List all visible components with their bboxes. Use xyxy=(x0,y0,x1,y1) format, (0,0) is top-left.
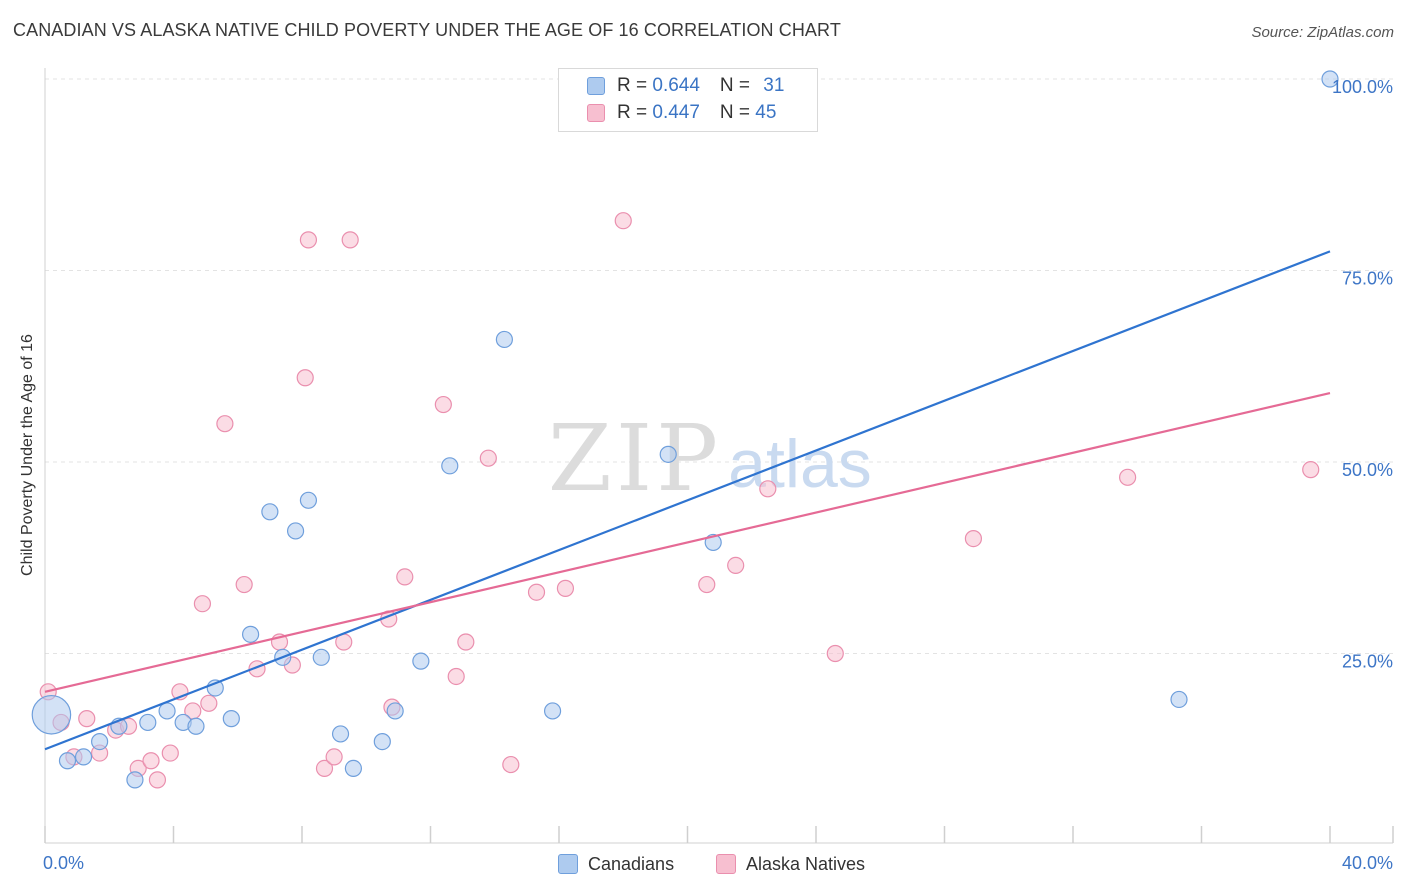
bottom-legend-label-alaska-natives: Alaska Natives xyxy=(746,853,866,874)
legend-n-label: N = xyxy=(719,102,756,123)
point-alaska-natives xyxy=(396,568,414,586)
point-alaska-natives xyxy=(341,231,359,249)
point-alaska-natives xyxy=(457,633,475,651)
series-canadians xyxy=(31,70,1339,789)
point-alaska-natives xyxy=(964,529,983,548)
legend-n-value: 45 xyxy=(755,102,777,123)
point-canadians xyxy=(74,748,93,766)
point-alaska-natives xyxy=(447,667,465,686)
point-alaska-natives xyxy=(296,369,314,387)
point-alaska-natives xyxy=(78,710,96,728)
point-alaska-natives xyxy=(556,579,575,597)
legend-r-label: R = xyxy=(617,102,653,123)
bottom-legend-alaska-natives: Alaska Natives xyxy=(716,852,865,876)
trend-line-alaska-natives xyxy=(44,391,1331,693)
point-alaska-natives xyxy=(161,744,179,762)
point-alaska-natives xyxy=(142,752,160,770)
legend-r-value: 0.447 xyxy=(652,102,700,123)
point-canadians xyxy=(441,457,459,475)
correlation-legend: R = 0.644 N = 31 R = 0.447 N = 45 xyxy=(558,68,818,132)
point-alaska-natives xyxy=(315,759,334,778)
point-canadians xyxy=(261,503,279,521)
point-canadians xyxy=(126,771,144,789)
y-tick-label: 25.0% xyxy=(1342,652,1393,672)
point-alaska-natives xyxy=(434,395,452,414)
point-canadians xyxy=(139,713,157,732)
legend-row-alaska-natives: R = 0.447 N = 45 xyxy=(617,100,776,126)
point-canadians xyxy=(158,702,176,720)
legend-n-value: 31 xyxy=(763,75,785,96)
point-alaska-natives xyxy=(826,644,844,663)
point-canadians xyxy=(412,652,430,670)
legend-r-value: 0.644 xyxy=(652,75,700,96)
source-label: Source: ZipAtlas.com xyxy=(1251,24,1394,41)
tick-labels: 25.0% 50.0% 75.0% 100.0% 0.0% 40.0% xyxy=(43,77,1393,873)
legend-r-label: R = xyxy=(617,75,653,96)
y-tick-label: 75.0% xyxy=(1342,269,1393,289)
point-alaska-natives xyxy=(235,575,253,594)
point-canadians xyxy=(286,522,305,540)
point-alaska-natives xyxy=(200,694,218,712)
watermark: ZIP atlas xyxy=(548,405,872,512)
point-canadians xyxy=(495,330,513,349)
point-canadians xyxy=(312,648,330,666)
point-canadians xyxy=(91,732,109,751)
point-canadians xyxy=(58,752,77,770)
point-canadians xyxy=(31,694,72,735)
series-alaska-natives xyxy=(39,212,1320,789)
x-tick-label: 0.0% xyxy=(43,853,84,873)
legend-row-canadians: R = 0.644 N = 31 xyxy=(617,73,784,99)
point-alaska-natives xyxy=(325,748,343,766)
point-alaska-natives xyxy=(1119,468,1137,486)
gridlines xyxy=(45,78,1393,654)
point-canadians xyxy=(187,717,205,735)
point-canadians xyxy=(386,702,404,720)
point-canadians xyxy=(331,725,350,743)
trend-line-canadians xyxy=(44,250,1331,751)
y-tick-label: 50.0% xyxy=(1342,460,1393,480)
bottom-legend-swatch-alaska-natives xyxy=(716,854,736,874)
point-alaska-natives xyxy=(299,231,318,249)
point-alaska-natives xyxy=(614,212,632,230)
bottom-legend-swatch-canadians xyxy=(558,854,578,874)
x-tick-label: 40.0% xyxy=(1342,853,1393,873)
point-canadians xyxy=(299,491,318,509)
point-alaska-natives xyxy=(727,556,745,575)
point-canadians xyxy=(373,732,391,751)
point-canadians xyxy=(543,702,562,720)
point-canadians xyxy=(1321,70,1339,88)
point-canadians xyxy=(344,759,362,778)
point-canadians xyxy=(659,445,677,463)
point-alaska-natives xyxy=(193,595,212,613)
point-alaska-natives xyxy=(698,575,716,594)
y-tick-label: 100.0% xyxy=(1332,77,1393,97)
chart-title: CANADIAN VS ALASKA NATIVE CHILD POVERTY … xyxy=(13,20,841,40)
axes xyxy=(44,68,1394,844)
legend-n-label: N = xyxy=(719,75,756,96)
legend-swatch-canadians xyxy=(587,77,605,95)
point-alaska-natives xyxy=(148,771,167,789)
bottom-legend-canadians: Canadians xyxy=(558,852,674,876)
bottom-legend-label-canadians: Canadians xyxy=(588,853,675,874)
legend-swatch-alaska-natives xyxy=(587,104,605,122)
point-canadians xyxy=(222,710,240,728)
point-alaska-natives xyxy=(502,755,520,774)
point-alaska-natives xyxy=(1302,461,1320,479)
watermark-zip: ZIP xyxy=(548,405,722,512)
point-alaska-natives xyxy=(479,449,497,467)
trend-lines xyxy=(44,250,1331,751)
point-alaska-natives xyxy=(216,415,234,433)
point-alaska-natives xyxy=(527,583,546,601)
point-alaska-natives xyxy=(759,480,777,498)
point-canadians xyxy=(242,625,260,643)
point-canadians xyxy=(1170,690,1188,709)
